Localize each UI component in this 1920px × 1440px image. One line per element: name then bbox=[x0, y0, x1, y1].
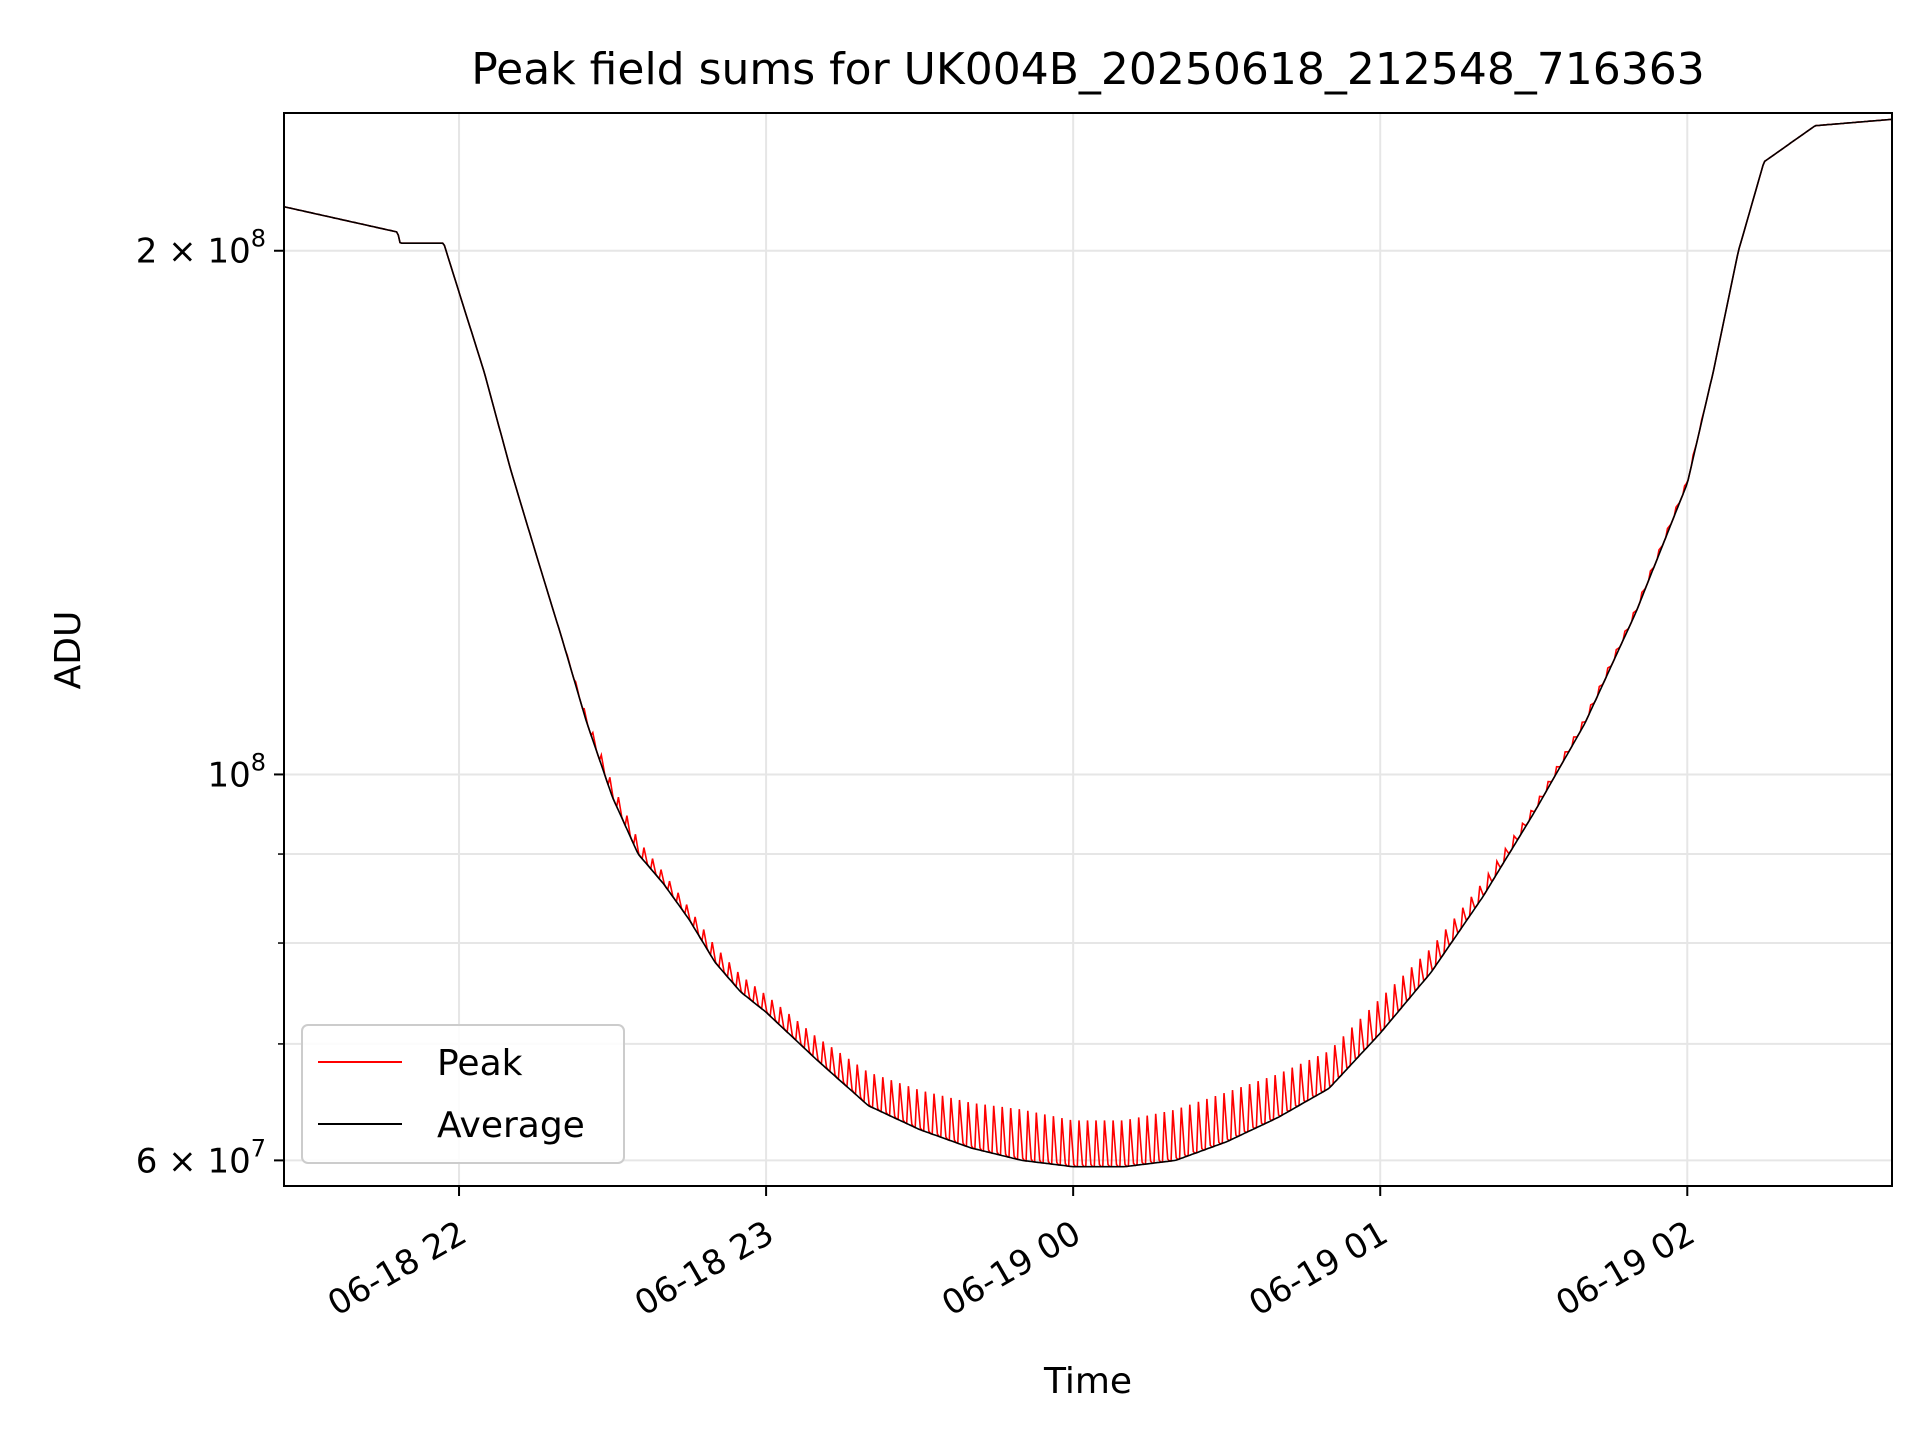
x-axis-label: Time bbox=[1043, 1361, 1132, 1402]
legend-box bbox=[301, 1024, 625, 1164]
series-lines bbox=[283, 118, 1892, 1168]
legend-label-peak: Peak bbox=[437, 1043, 523, 1084]
plot-frame bbox=[283, 112, 1893, 1187]
series-line-average bbox=[283, 118, 1892, 1168]
y-tick-label: 108 bbox=[207, 748, 266, 795]
y-tick-label: 6 × 107 bbox=[136, 1134, 266, 1181]
y-tick-label: 2 × 108 bbox=[136, 225, 266, 272]
y-axis-label: ADU bbox=[48, 611, 89, 690]
chart-title: Peak field sums for UK004B_20250618_2125… bbox=[471, 44, 1705, 95]
legend-label-average: Average bbox=[437, 1105, 585, 1146]
legend: Peak Average bbox=[301, 1024, 625, 1164]
